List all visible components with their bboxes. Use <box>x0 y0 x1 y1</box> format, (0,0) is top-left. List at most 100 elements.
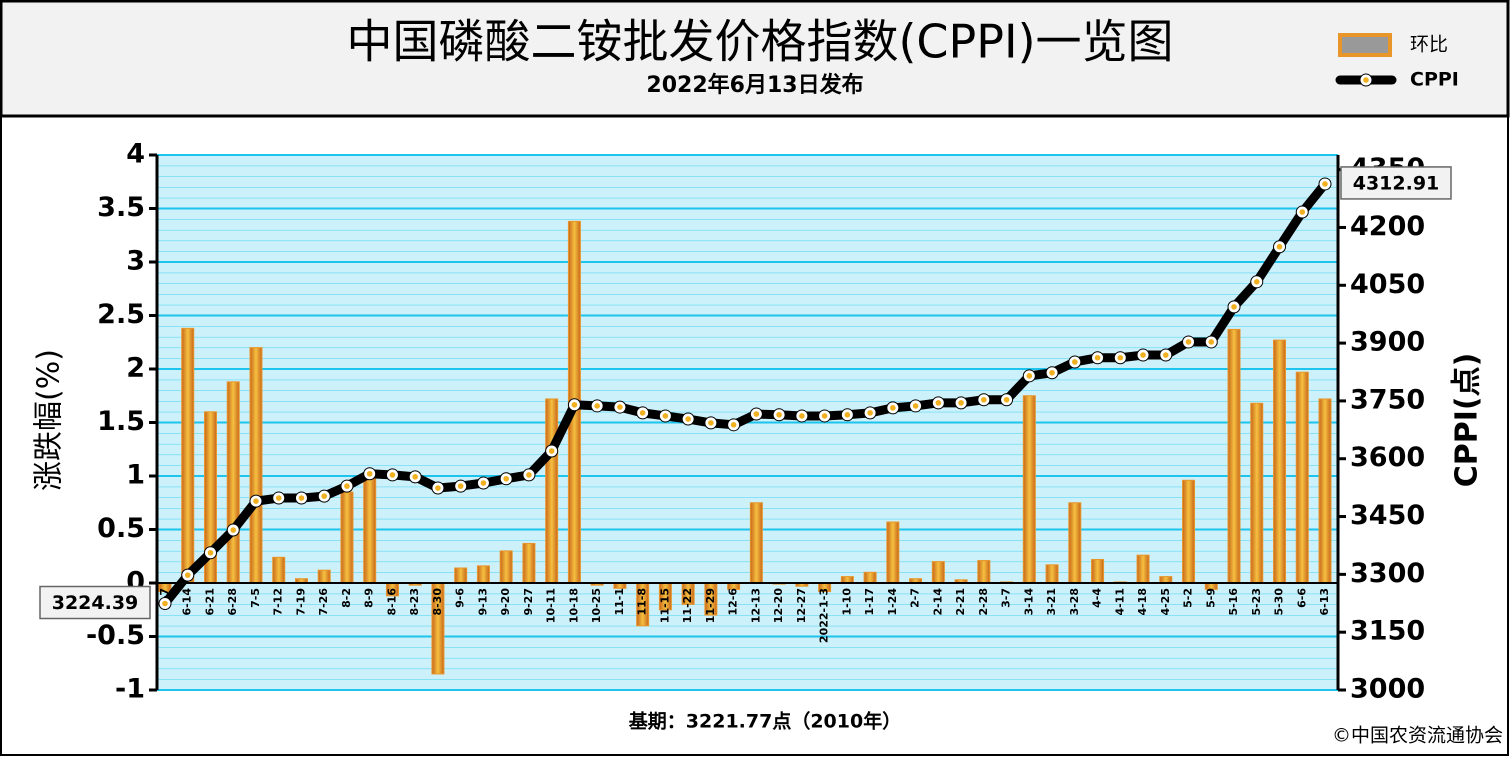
x-tick-label: 10-25 <box>590 588 603 623</box>
cppi-marker-dot <box>1162 352 1169 358</box>
x-tick-label: 11-1 <box>613 588 626 616</box>
x-tick-label: 7-19 <box>294 588 307 616</box>
cppi-marker-dot <box>867 410 873 416</box>
cppi-marker-dot <box>1094 354 1101 361</box>
cppi-marker-dot <box>1208 339 1215 345</box>
y2-tick-label: 4050 <box>1350 269 1425 300</box>
x-tick-label: 1-24 <box>886 588 899 616</box>
bar <box>1136 554 1150 584</box>
x-tick-label: 3-7 <box>1000 588 1013 608</box>
y-axis-label: 涨跌幅(%) <box>32 349 67 491</box>
y-tick-label: 2.5 <box>97 299 145 330</box>
x-tick-label: 8-30 <box>431 588 444 616</box>
x-tick-label: 12-27 <box>795 588 808 623</box>
cppi-marker-dot <box>639 410 646 416</box>
bar <box>886 521 900 584</box>
bar <box>272 556 286 584</box>
x-tick-label: 3-28 <box>1068 588 1081 616</box>
cppi-marker-dot <box>753 411 760 417</box>
cppi-marker-dot <box>526 472 532 478</box>
y-tick-label: 4 <box>126 139 145 170</box>
bar <box>340 491 354 584</box>
bar <box>1273 339 1287 584</box>
y-tick-label: -1 <box>115 674 145 705</box>
x-tick-label: 7-5 <box>249 588 262 608</box>
x-tick-label: 5-16 <box>1227 588 1240 616</box>
bar <box>226 381 240 584</box>
cppi-marker-dot <box>776 411 782 418</box>
x-tick-label: 9-27 <box>522 588 535 616</box>
bar <box>363 477 377 584</box>
cppi-marker-dot <box>935 400 942 406</box>
x-tick-label: 9-6 <box>454 588 467 608</box>
legend-label: 环比 <box>1410 34 1448 56</box>
bar <box>1068 502 1082 584</box>
x-tick-label: 6-13 <box>1318 588 1331 616</box>
x-tick-label: 6-28 <box>226 588 239 616</box>
y-tick-label: 1 <box>126 460 145 491</box>
x-tick-label: 11-22 <box>681 588 694 623</box>
x-tick-label: 10-11 <box>545 588 558 623</box>
cppi-marker-dot <box>1049 369 1055 376</box>
y2-tick-label: 3900 <box>1350 327 1425 358</box>
x-tick-label: 11-8 <box>636 588 649 616</box>
x-tick-label: 8-23 <box>408 588 421 616</box>
cppi-marker-dot <box>662 413 669 419</box>
x-tick-label: 12-6 <box>727 588 740 616</box>
bar <box>499 550 513 584</box>
cppi-marker-dot <box>571 401 578 408</box>
bar <box>1091 558 1105 584</box>
y2-tick-label: 3450 <box>1350 500 1425 531</box>
x-tick-label: 8-2 <box>340 588 353 608</box>
cppi-marker-dot <box>207 549 214 556</box>
x-tick-label: 1-10 <box>840 588 853 616</box>
x-tick-label: 6-6 <box>1295 588 1308 608</box>
x-tick-label: 2-14 <box>931 588 944 616</box>
x-tick-label: 11-29 <box>704 588 717 623</box>
header <box>0 0 1510 118</box>
x-tick-label: 2-7 <box>909 588 922 608</box>
cppi-marker-dot <box>958 400 964 406</box>
bar <box>317 569 331 584</box>
y-tick-label: -0.5 <box>86 620 145 651</box>
x-tick-label: 8-9 <box>363 588 376 608</box>
cppi-marker-dot <box>184 572 191 578</box>
y2-tick-label: 3750 <box>1350 384 1425 415</box>
cppi-marker-dot <box>1072 359 1078 365</box>
x-tick-label: 4-18 <box>1136 588 1149 616</box>
cppi-marker-dot <box>1140 352 1146 358</box>
cppi-marker-dot <box>844 411 851 418</box>
bar <box>1045 564 1059 584</box>
cppi-marker-dot <box>344 483 350 489</box>
x-tick-label: 12-20 <box>772 588 785 624</box>
y-tick-label: 0.5 <box>97 513 145 544</box>
y2-tick-label: 3000 <box>1350 674 1425 705</box>
x-tick-label: 5-30 <box>1273 588 1286 616</box>
legend-label: CPPI <box>1410 69 1459 91</box>
bar <box>522 542 536 584</box>
x-tick-label: 5-9 <box>1204 588 1217 608</box>
x-tick-label: 5-2 <box>1182 588 1195 608</box>
chart-title: 中国磷酸二铵批发价格指数(CPPI)一览图 <box>346 15 1173 69</box>
cppi-marker-dot <box>457 483 464 489</box>
cppi-marker-dot <box>230 527 237 533</box>
x-tick-label: 11-15 <box>658 588 671 623</box>
cppi-marker-dot <box>617 404 623 410</box>
bar <box>249 347 263 584</box>
x-tick-label: 6-21 <box>203 588 216 616</box>
cppi-marker-dot <box>366 470 373 477</box>
value-label: 4312.91 <box>1353 172 1440 194</box>
cppi-marker-dot <box>275 495 282 501</box>
credit: ©中国农资流通协会 <box>1332 725 1503 747</box>
cppi-marker-dot <box>1276 243 1283 250</box>
cppi-marker-dot <box>730 422 737 428</box>
y2-tick-label: 3300 <box>1350 558 1425 589</box>
cppi-marker-dot <box>1253 279 1260 285</box>
bar <box>1295 371 1309 584</box>
x-tick-label: 7-26 <box>317 588 330 616</box>
cppi-marker-dot <box>412 474 418 480</box>
x-tick-label: 9-13 <box>476 588 489 616</box>
cppi-marker-dot <box>253 498 259 504</box>
footnote: 基期：3221.77点（2010年） <box>628 710 901 733</box>
y-tick-label: 3.5 <box>97 192 145 223</box>
